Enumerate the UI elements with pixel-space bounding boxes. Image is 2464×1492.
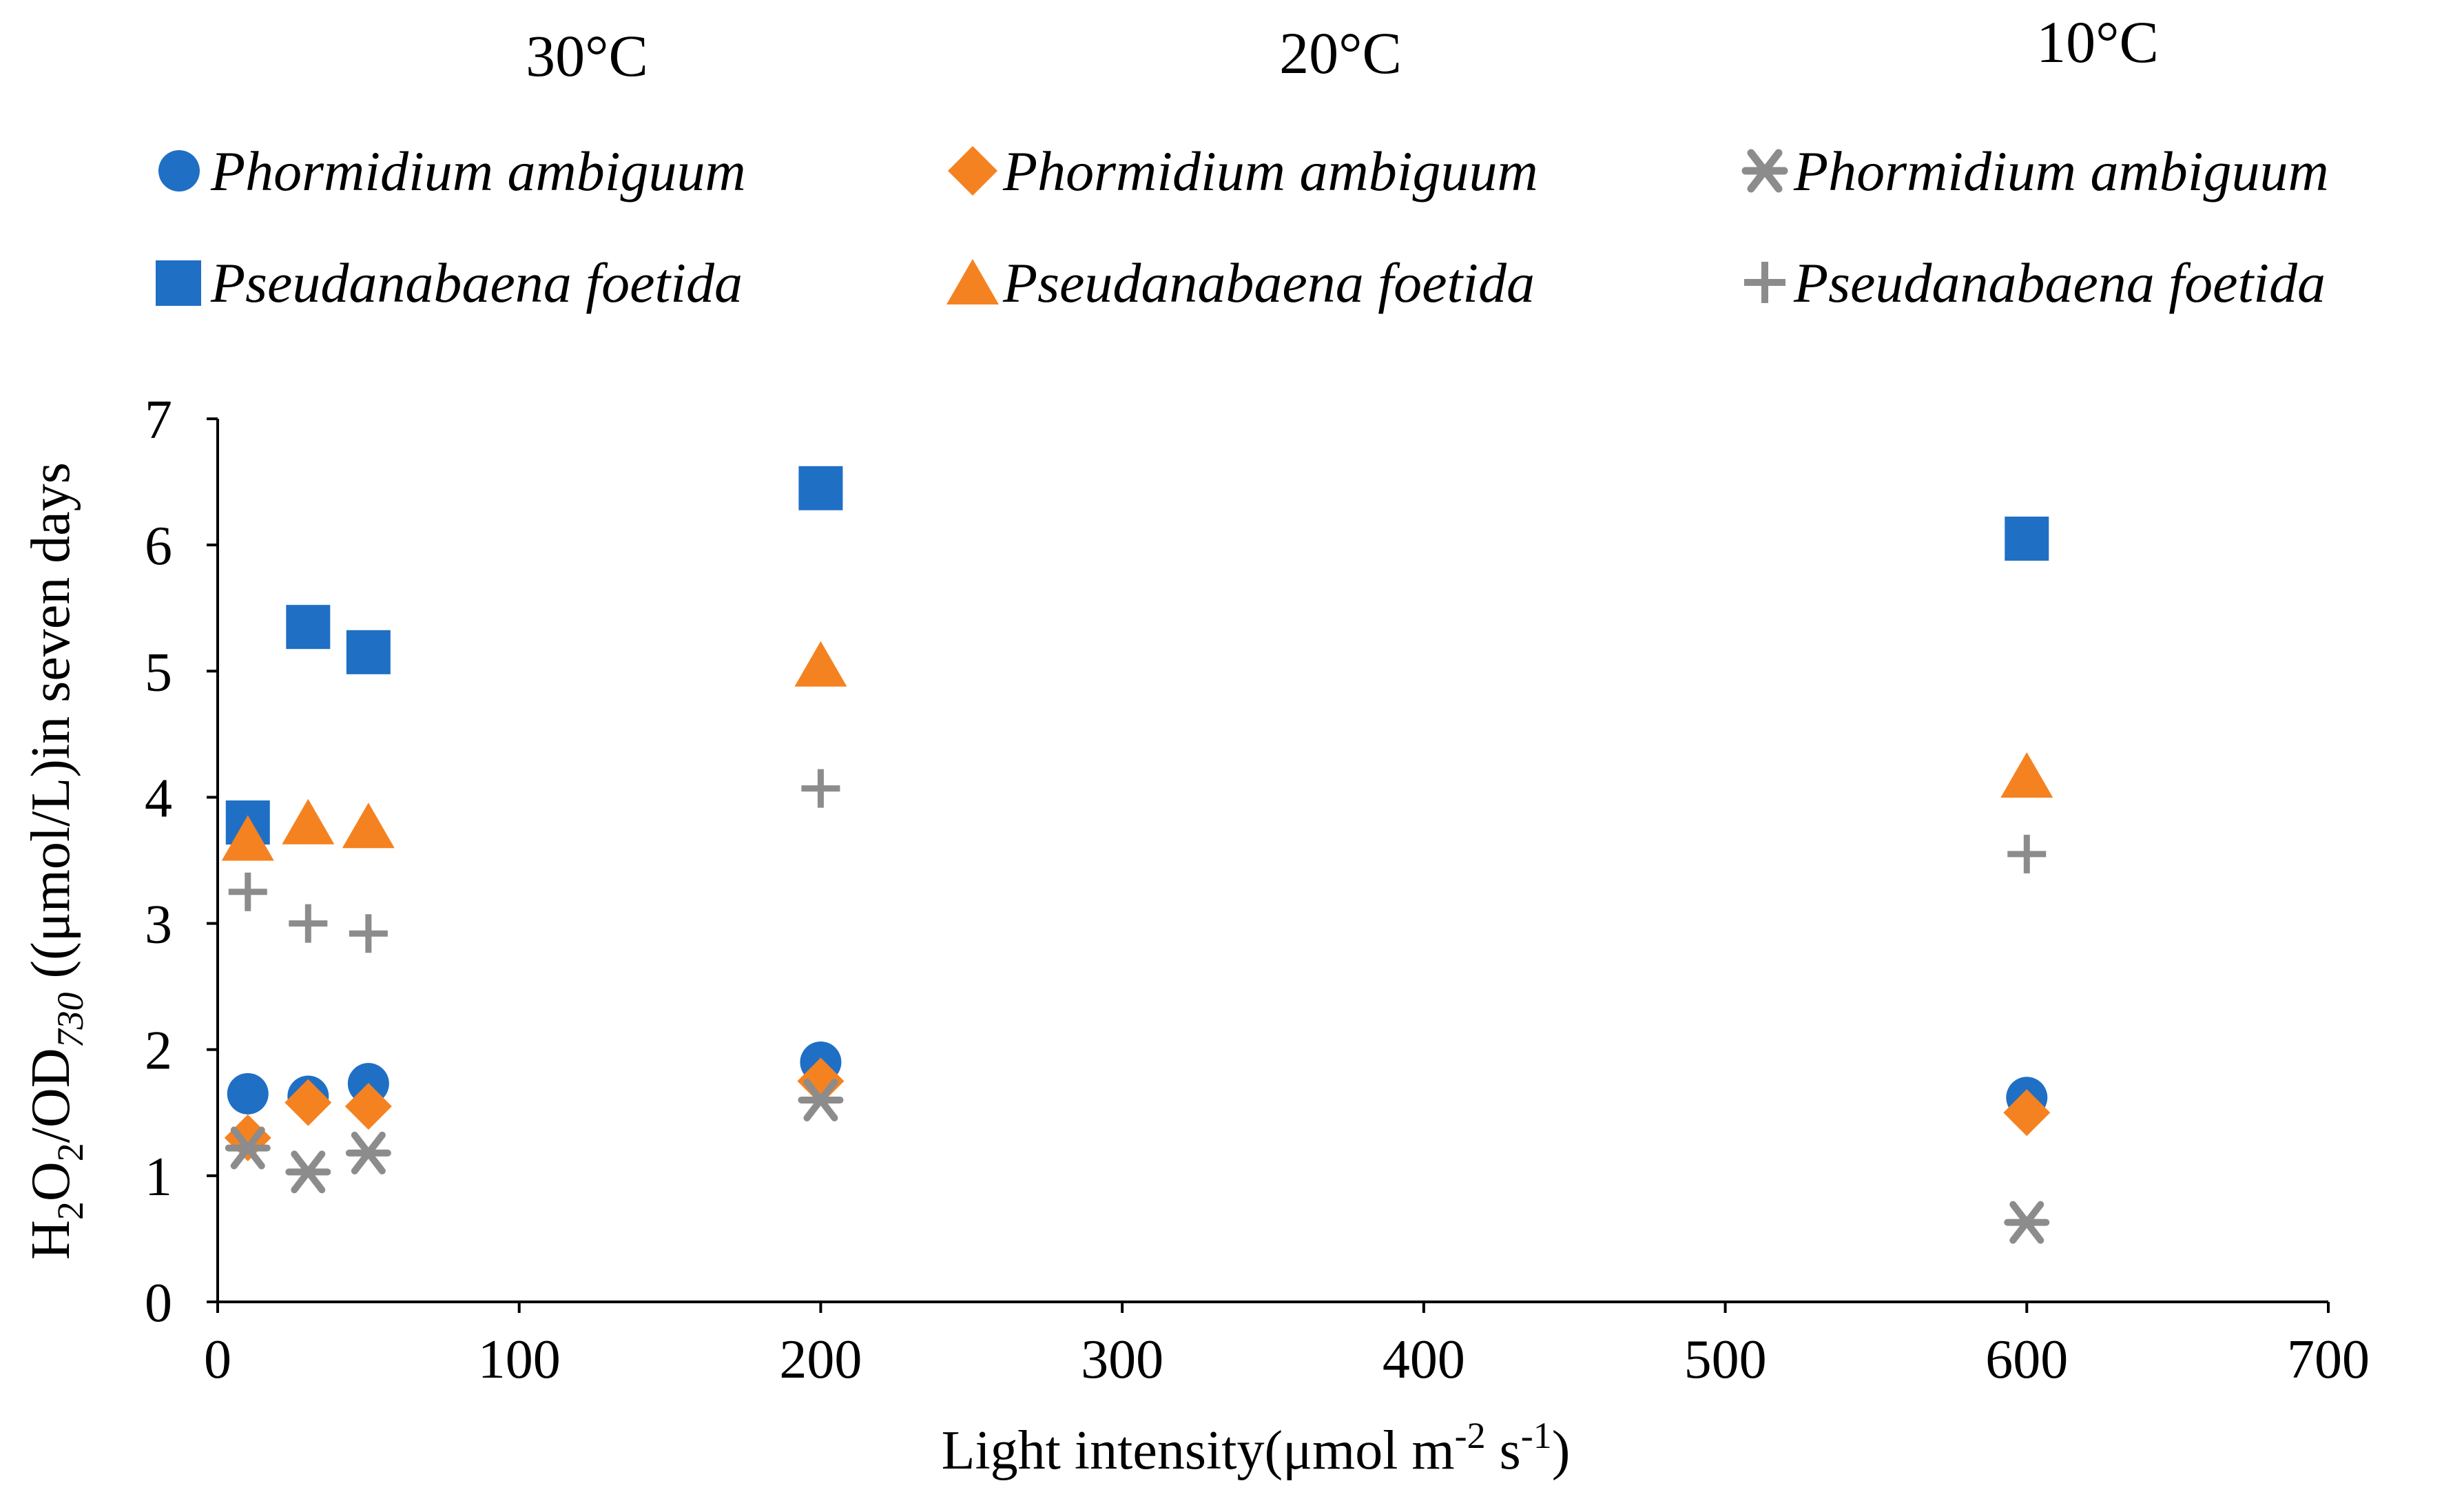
data-point-triangle-20c-x600 <box>2000 752 2053 798</box>
legend-label-10c-pseudanabaena: Pseudanabaena foetida <box>1793 251 2326 314</box>
y-tick-label: 1 <box>145 1147 172 1208</box>
data-point-square-30c-x30 <box>286 605 331 650</box>
data-point-diamond-20c-x50 <box>344 1083 392 1130</box>
data-point-asterisk-10c-x10 <box>225 1126 271 1170</box>
group-header-20c: 20°C <box>1279 20 1402 86</box>
y-tick-label: 6 <box>145 516 172 577</box>
x-tick-label: 600 <box>1985 1329 2068 1390</box>
y-tick-label: 4 <box>145 768 172 829</box>
legend-square-marker <box>156 260 201 306</box>
group-header-30c: 30°C <box>526 23 648 89</box>
legend-item-10c-phormidium: Phormidium ambiguum <box>1741 140 2329 203</box>
legend-asterisk-marker <box>1741 149 1788 193</box>
data-point-square-30c-x50 <box>346 630 391 674</box>
data-point-plus-10c-x600 <box>2007 834 2047 873</box>
data-point-triangle-20c-x30 <box>282 798 335 845</box>
data-points <box>221 466 2053 1244</box>
data-point-asterisk-10c-x30 <box>285 1150 331 1194</box>
legend-item-30c-pseudanabaena: Pseudanabaena foetida <box>156 251 743 314</box>
data-point-diamond-20c-x30 <box>284 1079 332 1126</box>
x-axis-title: Light intensity(μmol m-2 s-1) <box>942 1415 1571 1481</box>
data-point-asterisk-10c-x600 <box>2004 1201 2050 1244</box>
y-tick-label: 7 <box>145 390 172 450</box>
data-point-triangle-20c-x200 <box>794 641 847 687</box>
data-point-diamond-20c-x200 <box>797 1057 845 1105</box>
legend-label-30c-pseudanabaena: Pseudanabaena foetida <box>210 251 743 314</box>
axis-ticks: 0 100 200 300 400 500 600 700 0 1 2 3 4 5 6 7 <box>145 390 2370 1390</box>
y-tick-label: 2 <box>145 1021 172 1081</box>
data-point-plus-10c-x50 <box>349 914 388 953</box>
data-point-plus-10c-x30 <box>289 904 328 943</box>
data-point-plus-10c-x10 <box>228 872 267 911</box>
legend-item-20c-phormidium: Phormidium ambiguum <box>948 140 1538 203</box>
legend-item-10c-pseudanabaena: Pseudanabaena foetida <box>1744 251 2326 314</box>
data-point-diamond-20c-x10 <box>224 1114 271 1161</box>
data-point-asterisk-10c-x200 <box>798 1078 844 1121</box>
x-tick-label: 700 <box>2287 1329 2370 1390</box>
data-point-diamond-20c-x600 <box>2003 1089 2051 1137</box>
legend-item-20c-pseudanabaena: Pseudanabaena foetida <box>946 251 1535 314</box>
legend-label-30c-phormidium: Phormidium ambiguum <box>210 140 746 203</box>
data-point-square-30c-x200 <box>798 466 843 510</box>
legend-label-20c-pseudanabaena: Pseudanabaena foetida <box>1002 251 1535 314</box>
x-tick-label: 300 <box>1081 1329 1163 1390</box>
data-point-square-30c-x600 <box>2005 516 2049 561</box>
legend-circle-marker <box>158 150 200 191</box>
group-header-10c: 10°C <box>2036 9 2159 75</box>
legend: Phormidium ambiguum Pseudanabaena foetid… <box>156 140 2329 314</box>
y-tick-label: 5 <box>145 642 172 703</box>
data-point-triangle-20c-x50 <box>342 802 395 849</box>
legend-plus-marker <box>1744 262 1785 303</box>
y-tick-label: 0 <box>145 1273 172 1334</box>
x-tick-label: 0 <box>204 1329 231 1390</box>
data-point-circle-30c-x10 <box>227 1073 269 1115</box>
x-tick-label: 200 <box>779 1329 862 1390</box>
legend-label-10c-phormidium: Phormidium ambiguum <box>1793 140 2329 203</box>
legend-diamond-marker <box>948 146 997 196</box>
x-tick-label: 500 <box>1684 1329 1767 1390</box>
legend-label-20c-phormidium: Phormidium ambiguum <box>1002 140 1538 203</box>
data-point-triangle-20c-x10 <box>221 815 274 861</box>
x-tick-label: 400 <box>1383 1329 1465 1390</box>
y-axis-title: H2O2/OD730 ((μmol/L)in seven days <box>21 462 91 1260</box>
y-tick-label: 3 <box>145 895 172 955</box>
data-point-asterisk-10c-x50 <box>345 1131 391 1174</box>
legend-triangle-marker <box>946 259 999 304</box>
x-tick-label: 100 <box>478 1329 561 1390</box>
data-point-plus-10c-x200 <box>801 769 840 808</box>
legend-item-30c-phormidium: Phormidium ambiguum <box>158 140 746 203</box>
